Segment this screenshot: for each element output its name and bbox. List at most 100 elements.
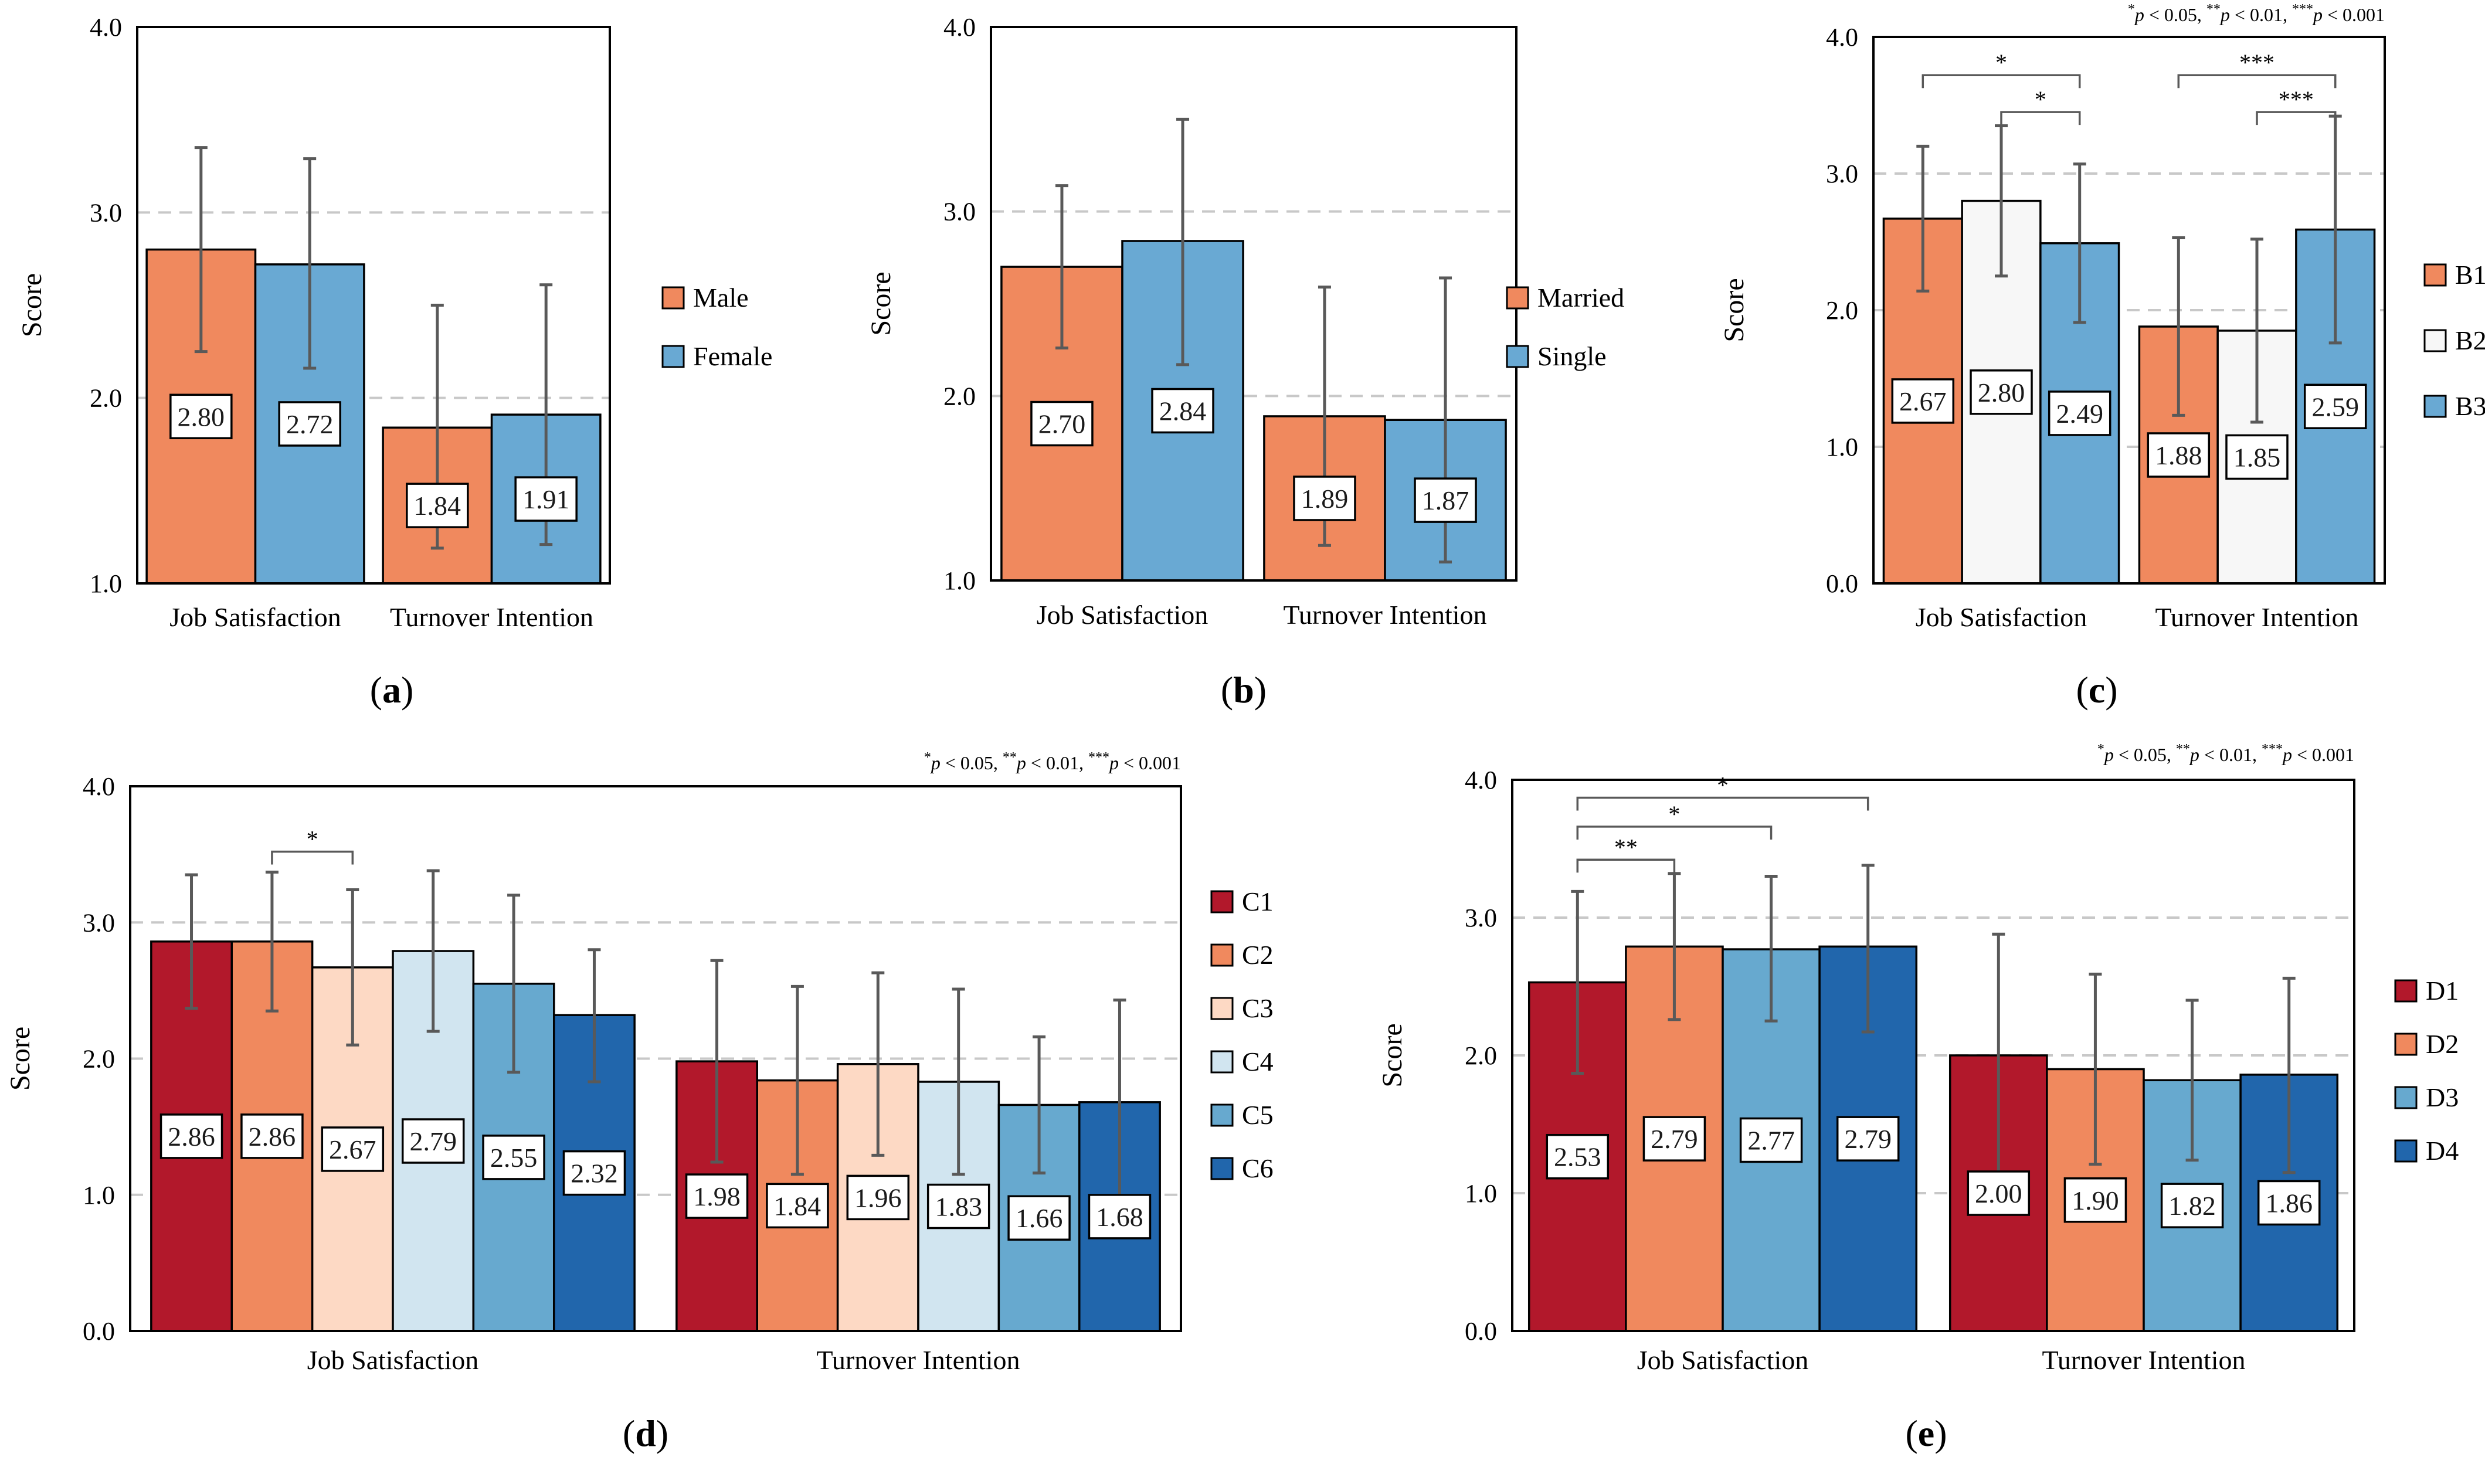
legend-label: C6 xyxy=(1242,1153,1274,1183)
data-label: 2.79 xyxy=(1651,1124,1698,1154)
data-label: 2.86 xyxy=(168,1122,215,1152)
category-label: Turnover Intention xyxy=(1283,600,1486,630)
significance-bracket xyxy=(2000,111,2081,125)
data-label-box xyxy=(2147,432,2211,478)
category-label: Turnover Intention xyxy=(2155,602,2358,632)
chart-panel-2: 1.0 2.0 3.0 4.0 2.70 1.89 2.84 1.87 Job Satisfac… xyxy=(865,13,1624,711)
panel-label: (b) xyxy=(1221,669,1267,711)
y-tick-label: 4.0 xyxy=(943,13,976,42)
legend-swatch xyxy=(2423,329,2447,352)
y-tick-label: 3.0 xyxy=(83,908,115,937)
data-label: 1.96 xyxy=(854,1183,902,1213)
y-axis-label: Score xyxy=(865,271,897,335)
significance-bracket xyxy=(1576,858,1676,873)
significance-label: ** xyxy=(1614,834,1638,860)
data-label-box xyxy=(278,401,341,447)
data-label: 2.70 xyxy=(1038,409,1086,439)
data-label-box xyxy=(2225,434,2289,480)
legend-label: B2 xyxy=(2455,325,2485,355)
data-label-box xyxy=(1891,378,1955,424)
data-label: 1.98 xyxy=(693,1181,741,1211)
data-label-box xyxy=(1739,1117,1803,1163)
legend-swatch xyxy=(661,286,685,310)
y-tick-label: 4.0 xyxy=(1826,23,1858,52)
legend-swatch xyxy=(661,345,685,368)
y-tick-label: 1.0 xyxy=(83,1181,115,1210)
legend-label: Married xyxy=(1537,283,1624,313)
y-tick-label: 4.0 xyxy=(90,13,122,42)
panel-label: (a) xyxy=(370,669,414,711)
significance-bracket xyxy=(2177,74,2337,89)
legend-swatch xyxy=(1506,286,1529,310)
legend-swatch xyxy=(1210,943,1234,967)
y-tick-label: 2.0 xyxy=(1826,296,1858,325)
data-label-box xyxy=(1970,369,2033,415)
category-label: Job Satisfaction xyxy=(1037,600,1208,630)
y-axis-label: Score xyxy=(5,1027,36,1091)
chart-panel-3: 0.0 1.0 2.0 3.0 4.0 2.67 1.88 2.80 1.85 2.49 2.59 *… xyxy=(1719,2,2485,711)
panel-label: (d) xyxy=(623,1412,668,1454)
y-tick-label: 1.0 xyxy=(1826,433,1858,461)
plot-frame xyxy=(1872,36,2386,585)
y-tick-label: 4.0 xyxy=(1465,766,1497,794)
data-label-box xyxy=(685,1173,749,1219)
data-label-box xyxy=(2160,1183,2224,1228)
data-label-box xyxy=(846,1174,910,1221)
data-label-box xyxy=(159,1113,223,1159)
legend-swatch xyxy=(1210,1103,1234,1127)
data-label: 2.72 xyxy=(286,409,334,439)
data-label: 2.67 xyxy=(1899,386,1947,416)
data-label-box xyxy=(1642,1116,1706,1162)
category-label: Job Satisfaction xyxy=(307,1345,479,1375)
chart-panel-5: 0.0 1.0 2.0 3.0 4.0 2.53 2.00 2.79 1.90 2.77 1.82 2… xyxy=(1377,742,2459,1454)
data-label: 2.77 xyxy=(1747,1126,1795,1156)
y-axis-label: Score xyxy=(16,273,47,337)
legend-swatch xyxy=(2423,395,2447,418)
panel-label: (e) xyxy=(1905,1412,1947,1454)
data-label-box xyxy=(2048,390,2111,436)
significance-label: * xyxy=(1995,49,2007,76)
data-label: 2.53 xyxy=(1554,1142,1601,1172)
legend-swatch xyxy=(2394,1139,2418,1163)
y-tick-label: 2.0 xyxy=(83,1045,115,1074)
data-label-box xyxy=(240,1113,304,1159)
data-label: 2.80 xyxy=(1978,378,2025,407)
legend-swatch xyxy=(1210,997,1234,1020)
significance-label: * xyxy=(1668,801,1680,827)
significance-bracket xyxy=(1576,796,1869,811)
data-label-box xyxy=(482,1135,545,1180)
y-tick-label: 0.0 xyxy=(83,1317,115,1346)
data-label-box xyxy=(169,393,233,440)
data-label: 1.85 xyxy=(2233,442,2281,472)
plot-frame xyxy=(1511,779,2355,1332)
y-tick-label: 3.0 xyxy=(90,198,122,227)
legend-swatch xyxy=(2394,979,2418,1003)
category-label: Job Satisfaction xyxy=(1916,602,2087,632)
legend-label: Male xyxy=(693,283,749,313)
y-tick-label: 0.0 xyxy=(1826,569,1858,598)
y-tick-label: 2.0 xyxy=(90,384,122,413)
data-label: 2.49 xyxy=(2056,399,2103,429)
category-label: Turnover Intention xyxy=(2042,1345,2245,1375)
category-label: Job Satisfaction xyxy=(1637,1345,1809,1375)
category-label: Job Satisfaction xyxy=(169,602,341,632)
significance-bracket xyxy=(1922,74,2081,89)
data-label: 1.86 xyxy=(2265,1188,2313,1218)
y-tick-label: 2.0 xyxy=(1465,1041,1497,1070)
significance-label: * xyxy=(307,826,318,852)
y-tick-label: 1.0 xyxy=(90,569,122,598)
data-label: 1.68 xyxy=(1096,1202,1143,1232)
legend-swatch xyxy=(1210,1157,1234,1180)
data-label: 2.80 xyxy=(178,402,225,432)
data-label-box xyxy=(406,483,469,528)
plot-frame xyxy=(136,26,611,585)
data-label-box xyxy=(1030,400,1094,447)
data-label-box xyxy=(321,1126,385,1172)
data-label-box xyxy=(1293,476,1356,521)
significance-label: * xyxy=(2035,86,2046,113)
legend-swatch xyxy=(1210,1050,1234,1074)
data-label: 2.79 xyxy=(409,1126,457,1156)
chart-panel-4: 0.0 1.0 2.0 3.0 4.0 2.86 1.98 2.86 1.84 2.67 1.96 2… xyxy=(5,750,1274,1454)
y-tick-label: 0.0 xyxy=(1465,1317,1497,1346)
significance-bracket xyxy=(1576,826,1773,840)
